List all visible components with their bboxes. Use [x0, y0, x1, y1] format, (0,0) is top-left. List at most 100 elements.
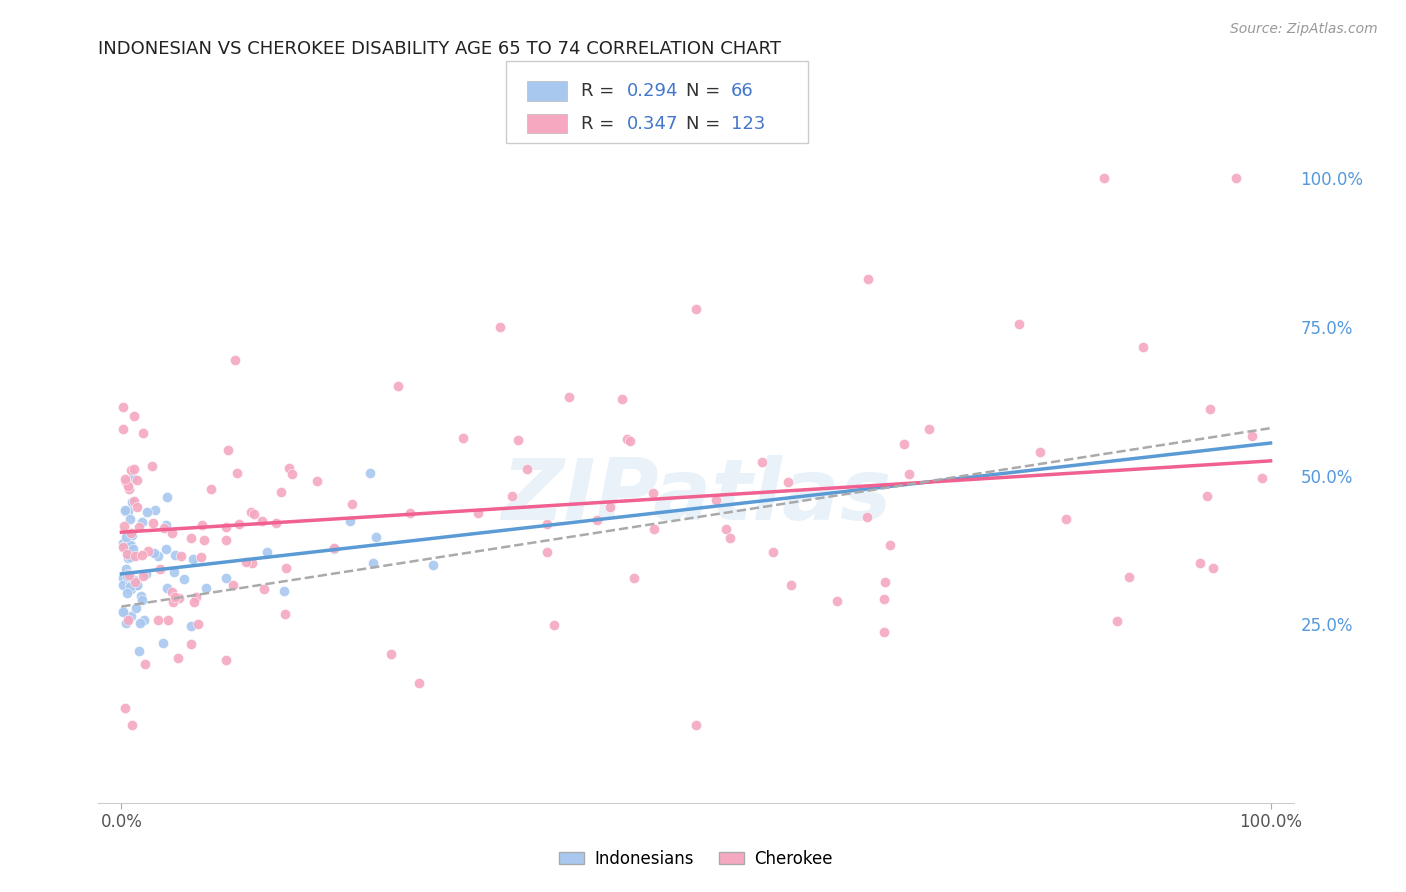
Point	[163, 549, 186, 563]
Point	[114, 539, 136, 553]
Point	[215, 519, 238, 533]
Point	[516, 461, 538, 475]
Point	[118, 580, 141, 594]
Point	[167, 591, 190, 605]
Point	[122, 494, 145, 508]
Point	[776, 475, 799, 489]
Point	[186, 590, 208, 604]
Point	[118, 549, 141, 564]
Point	[120, 512, 142, 526]
Point	[1241, 429, 1264, 443]
Point	[167, 651, 190, 665]
Point	[536, 544, 558, 558]
Point	[180, 532, 202, 546]
Point	[155, 541, 177, 556]
Point	[422, 558, 444, 573]
Point	[489, 320, 512, 334]
Point	[128, 520, 150, 534]
Point	[879, 539, 901, 553]
Point	[111, 571, 134, 585]
Point	[599, 500, 621, 514]
Point	[117, 504, 139, 518]
Point	[619, 434, 641, 448]
Point	[117, 543, 139, 558]
Point	[120, 538, 142, 552]
Point	[222, 578, 245, 592]
Point	[322, 541, 344, 555]
Point	[117, 613, 139, 627]
Point	[685, 718, 707, 732]
Point	[118, 568, 141, 582]
Point	[114, 615, 136, 630]
Text: R =: R =	[581, 82, 620, 100]
Point	[131, 515, 153, 529]
Point	[380, 647, 402, 661]
Point	[115, 530, 138, 544]
Point	[1118, 570, 1140, 584]
Point	[118, 482, 141, 496]
Point	[122, 409, 145, 424]
Point	[114, 472, 136, 486]
Point	[339, 514, 361, 528]
Point	[112, 518, 135, 533]
Point	[124, 575, 146, 590]
Point	[194, 581, 217, 595]
Point	[1008, 318, 1031, 332]
Point	[612, 392, 634, 406]
Point	[121, 718, 143, 732]
Point	[187, 616, 209, 631]
Point	[558, 390, 581, 404]
Text: 0.347: 0.347	[627, 115, 679, 133]
Point	[543, 617, 565, 632]
Point	[1105, 614, 1128, 628]
Point	[399, 506, 422, 520]
Point	[266, 516, 288, 531]
Text: R =: R =	[581, 115, 620, 133]
Text: N =: N =	[686, 82, 725, 100]
Point	[156, 581, 179, 595]
Point	[270, 485, 292, 500]
Point	[342, 497, 364, 511]
Point	[155, 517, 177, 532]
Point	[873, 625, 896, 640]
Text: 0.294: 0.294	[627, 82, 679, 100]
Point	[143, 546, 166, 560]
Point	[125, 577, 148, 591]
Point	[120, 462, 142, 476]
Point	[122, 471, 145, 485]
Point	[111, 578, 134, 592]
Point	[242, 556, 264, 570]
Point	[131, 548, 153, 562]
Point	[256, 545, 278, 559]
Point	[129, 615, 152, 630]
Point	[117, 479, 139, 493]
Point	[363, 556, 385, 570]
Text: INDONESIAN VS CHEROKEE DISABILITY AGE 65 TO 74 CORRELATION CHART: INDONESIAN VS CHEROKEE DISABILITY AGE 65…	[98, 40, 782, 58]
Text: N =: N =	[686, 115, 725, 133]
Point	[120, 582, 142, 596]
Point	[873, 592, 896, 607]
Point	[124, 549, 146, 563]
Point	[156, 490, 179, 504]
Point	[228, 516, 250, 531]
Point	[536, 517, 558, 532]
Point	[111, 540, 134, 554]
Point	[250, 514, 273, 528]
Point	[120, 525, 142, 540]
Point	[114, 503, 136, 517]
Point	[132, 425, 155, 440]
Point	[121, 495, 143, 509]
Point	[148, 613, 170, 627]
Point	[858, 272, 880, 286]
Point	[225, 467, 247, 481]
Point	[623, 571, 645, 585]
Point	[1225, 171, 1247, 186]
Point	[135, 567, 157, 582]
Point	[235, 555, 257, 569]
Point	[160, 526, 183, 541]
Point	[281, 467, 304, 482]
Point	[825, 594, 848, 608]
Point	[190, 550, 212, 565]
Point	[122, 462, 145, 476]
Point	[121, 528, 143, 542]
